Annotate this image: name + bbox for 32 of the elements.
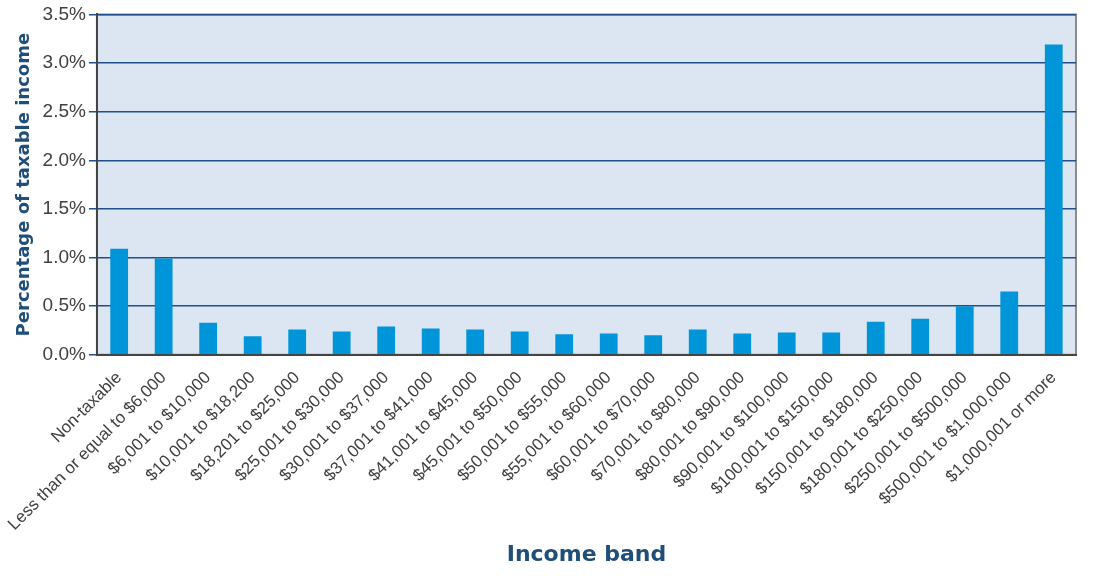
bar (955, 306, 974, 355)
bar (154, 258, 173, 355)
bar (1000, 291, 1019, 355)
bar (777, 332, 796, 355)
y-tick-label: 0.5% (42, 294, 87, 316)
bar (866, 321, 885, 355)
bar (555, 334, 574, 355)
bar (510, 331, 529, 355)
bar (243, 336, 262, 355)
bar (421, 328, 440, 355)
y-tick-label: 3.0% (42, 51, 87, 73)
bar (599, 333, 618, 355)
bar (466, 329, 485, 355)
bar (733, 333, 752, 355)
y-tick-label: 1.5% (42, 197, 87, 219)
y-tick-label: 3.5% (42, 2, 87, 24)
bar (644, 335, 663, 355)
bar (332, 331, 351, 355)
bar (688, 329, 707, 355)
bar (822, 332, 841, 355)
y-tick-label: 1.0% (42, 245, 87, 267)
bar (110, 248, 129, 355)
y-tick-label: 2.5% (42, 99, 87, 121)
x-axis-title: Income band (506, 540, 667, 566)
y-axis-title: Percentage of taxable income (12, 32, 34, 337)
y-tick-label: 0.0% (42, 343, 87, 365)
y-tick-label: 2.0% (42, 148, 87, 170)
bar (288, 329, 307, 355)
bar (199, 322, 218, 355)
bar (1044, 44, 1063, 355)
bar (911, 318, 930, 355)
bar (377, 326, 396, 355)
